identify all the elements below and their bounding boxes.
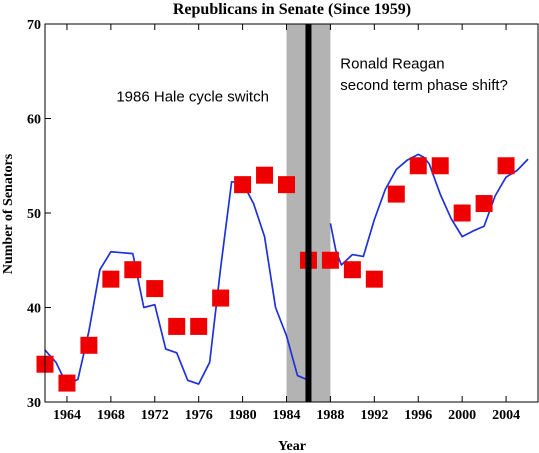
data-marker <box>343 261 361 279</box>
data-marker <box>102 270 120 288</box>
x-tick-label: 1968 <box>97 408 125 423</box>
data-marker <box>58 374 76 392</box>
data-marker <box>475 195 493 213</box>
y-tick-label: 70 <box>27 18 41 33</box>
data-marker <box>256 166 274 184</box>
x-tick-label: 1976 <box>185 408 213 423</box>
annotation-text: Ronald Reagan <box>340 55 444 72</box>
x-tick-label: 2000 <box>448 408 476 423</box>
data-marker <box>387 185 405 203</box>
series-line-segment-1 <box>44 180 309 386</box>
data-marker <box>431 157 449 175</box>
data-marker <box>278 176 296 194</box>
x-axis-label: Year <box>278 439 306 453</box>
data-marker <box>146 280 164 298</box>
chart-title: Republicans in Senate (Since 1959) <box>173 1 411 18</box>
x-tick-label: 1988 <box>316 408 344 423</box>
data-marker <box>497 157 515 175</box>
y-tick-label: 30 <box>27 396 41 411</box>
x-tick-label: 1984 <box>273 408 301 423</box>
y-tick-label: 50 <box>27 207 41 222</box>
data-marker <box>212 289 230 307</box>
x-tick-label: 1980 <box>229 408 257 423</box>
annotation-text: 1986 Hale cycle switch <box>116 88 269 105</box>
y-tick-label: 60 <box>27 113 41 128</box>
annotation-text: second term phase shift? <box>340 77 508 94</box>
ticks-layer: 1964 1968 1972 1976 1980 1984 1988 1992 1996 2000… <box>27 18 520 423</box>
data-marker <box>168 317 186 335</box>
data-marker <box>80 336 98 354</box>
data-marker <box>124 261 142 279</box>
x-tick-label: 1996 <box>404 408 432 423</box>
x-tick-label: 1972 <box>141 408 169 423</box>
x-tick-label: 2004 <box>492 408 520 423</box>
data-marker <box>365 270 383 288</box>
y-tick-label: 40 <box>27 302 41 317</box>
data-marker <box>321 251 339 269</box>
x-tick-label: 1992 <box>360 408 388 423</box>
x-tick-label: 1964 <box>53 408 81 423</box>
data-marker <box>190 317 208 335</box>
data-marker <box>409 157 427 175</box>
data-marker <box>234 176 252 194</box>
marker-layer <box>36 157 515 392</box>
y-axis-label: Number of Senators <box>1 153 16 274</box>
annotation-layer: 1986 Hale cycle switch Ronald Reagan secon… <box>116 55 508 105</box>
data-marker <box>453 204 471 222</box>
